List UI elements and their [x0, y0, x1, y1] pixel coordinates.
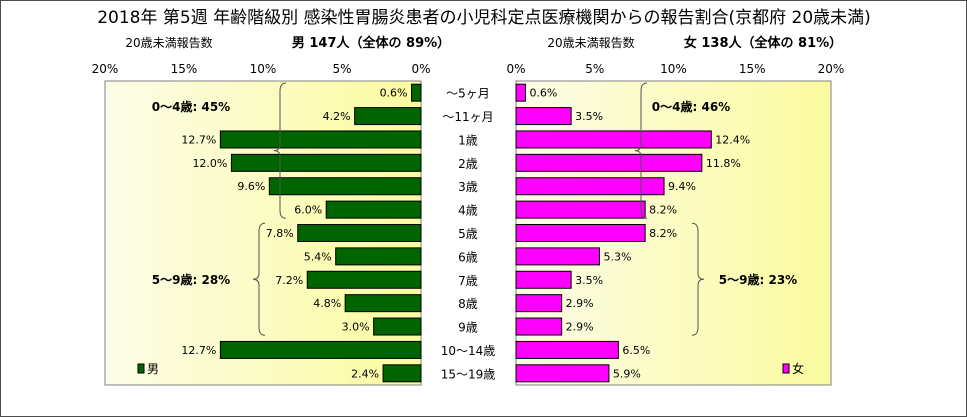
female-bar-value: 0.6%: [529, 87, 557, 100]
category-label: 15～19歳: [441, 367, 496, 381]
category-label: 2歳: [458, 157, 478, 171]
female-tick-label: 15%: [739, 62, 766, 76]
female-bar-value: 9.4%: [668, 180, 696, 193]
male-bar-value: 12.7%: [181, 344, 216, 357]
male-bar-value: 9.6%: [237, 180, 265, 193]
male-tick-label: 15%: [171, 62, 198, 76]
female-bar-value: 5.3%: [603, 250, 631, 263]
male-bar-value: 0.6%: [380, 87, 408, 100]
female-bar: [515, 107, 572, 126]
category-label: 4歳: [458, 204, 478, 218]
male-bar: [297, 224, 422, 242]
female-bar-value: 2.9%: [566, 321, 594, 334]
female-bar: [515, 224, 646, 242]
female-tick-label: 20%: [818, 62, 845, 76]
female-bar-value: 11.8%: [706, 157, 741, 170]
male-bar: [325, 200, 422, 219]
male-bar-value: 7.8%: [266, 227, 294, 240]
female-tick-label: 10%: [660, 62, 687, 76]
female-bar-value: 2.9%: [566, 297, 594, 310]
female-bar: [515, 247, 600, 266]
male-bar-value: 6.0%: [294, 204, 322, 217]
male-bar: [219, 340, 422, 359]
male-bar: [373, 317, 422, 336]
female-bar-value: 8.2%: [649, 204, 677, 217]
male-bar-value: 12.7%: [181, 133, 216, 146]
female-bar-value: 12.4%: [715, 133, 750, 146]
female-group-label: 0～4歳: 46%: [652, 99, 730, 114]
female-bar: [515, 270, 572, 289]
female-bar: [515, 83, 526, 102]
male-bar: [354, 107, 422, 126]
female-header-count: 女 138人（全体の 81%）: [684, 35, 842, 51]
male-group-label: 0～4歳: 45%: [152, 99, 230, 114]
female-legend-label: 女: [792, 361, 804, 376]
female-group-brace: [691, 222, 705, 336]
category-label: 7歳: [458, 274, 478, 288]
male-tick-label: 20%: [92, 62, 119, 76]
category-label: ～11ヶ月: [442, 110, 493, 124]
female-tick-label: 0%: [506, 62, 525, 76]
male-tick-label: 10%: [250, 62, 277, 76]
male-group-label: 5～9歳: 28%: [152, 272, 230, 287]
male-bar: [382, 364, 422, 383]
category-label: 3歳: [458, 180, 478, 194]
male-tick-label: 5%: [332, 62, 351, 76]
female-group-brace: [634, 82, 648, 219]
male-tick-label: 0%: [411, 62, 430, 76]
male-bar-value: 3.0%: [342, 321, 370, 334]
category-label: 9歳: [458, 321, 478, 335]
female-tick-label: 5%: [585, 62, 604, 76]
category-label: 5歳: [458, 227, 478, 241]
female-bar: [515, 153, 703, 172]
male-bar: [230, 153, 422, 172]
male-bar-value: 5.4%: [304, 250, 332, 263]
male-header-label: 20歳未満報告数: [125, 35, 212, 50]
male-bar: [219, 130, 422, 149]
female-bar: [515, 317, 563, 336]
male-group-brace: [273, 82, 287, 219]
female-header-label: 20歳未満報告数: [547, 35, 634, 50]
male-bar-value: 7.2%: [275, 274, 303, 287]
female-bar: [515, 364, 610, 383]
female-bar-value: 8.2%: [649, 227, 677, 240]
male-legend-label: 男: [147, 362, 159, 376]
female-bar-value: 3.5%: [575, 274, 603, 287]
male-header-count: 男 147人（全体の 89%）: [292, 35, 450, 51]
male-bar-value: 12.0%: [192, 157, 227, 170]
chart-title: 2018年 第5週 年齢階級別 感染性胃腸炎患者の小児科定点医療機関からの報告割…: [97, 8, 871, 28]
category-label: 6歳: [458, 250, 478, 264]
male-bar: [411, 83, 422, 102]
category-label: 1歳: [458, 133, 478, 147]
male-bar-value: 4.8%: [313, 297, 341, 310]
male-group-brace: [252, 222, 266, 336]
female-group-label: 5～9歳: 23%: [719, 272, 797, 287]
female-bar: [515, 177, 665, 196]
category-label: ～5ヶ月: [446, 87, 490, 101]
female-bar-value: 3.5%: [575, 110, 603, 123]
male-bar: [335, 247, 422, 266]
male-bar: [306, 270, 422, 289]
female-legend-swatch: [782, 363, 790, 374]
male-bar-value: 4.2%: [323, 110, 351, 123]
female-bar: [515, 340, 619, 359]
male-bar-value: 2.4%: [351, 367, 379, 380]
male-legend-swatch: [137, 363, 145, 374]
male-bar: [268, 177, 422, 196]
female-bar: [515, 294, 563, 313]
category-label: 8歳: [458, 297, 478, 311]
female-bar: [515, 130, 712, 149]
female-bar: [515, 200, 646, 219]
male-bar: [344, 294, 422, 313]
category-label: 10～14歳: [441, 344, 496, 358]
female-bar-value: 6.5%: [622, 344, 650, 357]
female-bar-value: 5.9%: [613, 367, 641, 380]
